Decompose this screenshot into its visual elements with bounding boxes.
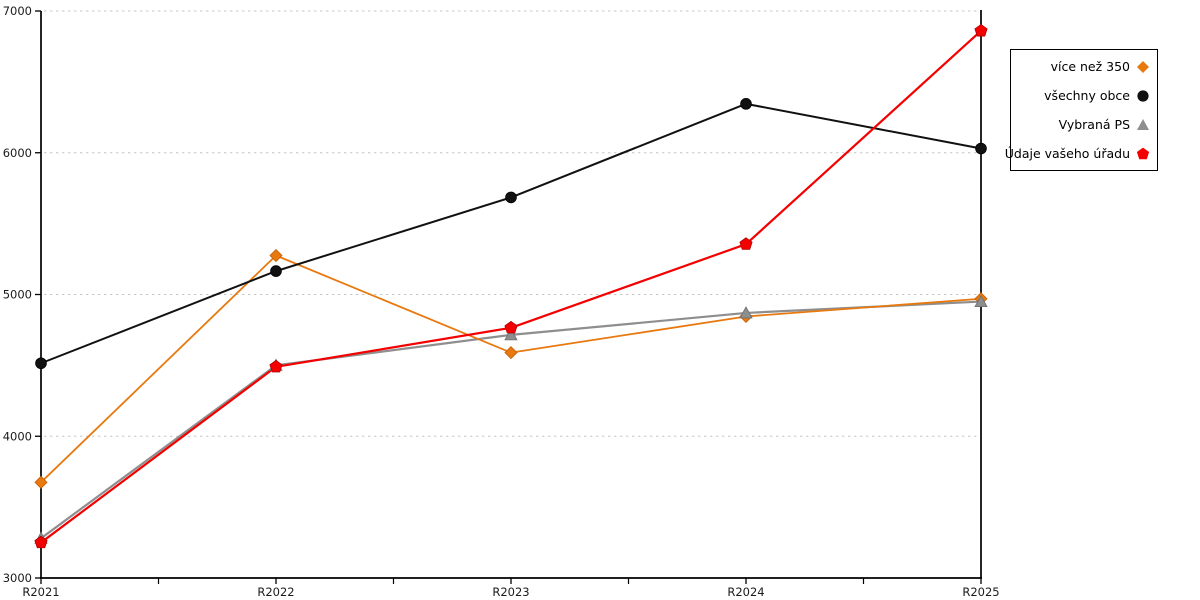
x-tick-label: R2024 (727, 585, 764, 599)
triangle-icon (1137, 118, 1149, 130)
x-tick-label: R2021 (22, 585, 59, 599)
legend-item: Údaje vašeho úřadu (1005, 139, 1157, 168)
x-tick-label: R2023 (492, 585, 529, 599)
legend-item: všechny obce (1011, 81, 1157, 110)
data-point-triangle (504, 328, 518, 341)
legend-label: Vybraná PS (1058, 117, 1130, 132)
data-point-diamond (34, 475, 48, 489)
x-tick-label: R2022 (257, 585, 294, 599)
x-tick-label: R2025 (962, 585, 999, 599)
y-tick-label: 6000 (3, 146, 32, 160)
data-point-triangle (974, 294, 988, 307)
y-tick-label: 4000 (3, 429, 32, 443)
data-point-pentagon (504, 320, 518, 334)
data-point-circle (505, 191, 517, 204)
y-tick-label: 7000 (3, 4, 32, 18)
series-line-0 (40, 254, 982, 483)
circle-icon (1137, 89, 1149, 102)
data-point-circle (975, 142, 987, 155)
diamond-icon (1137, 60, 1149, 73)
data-point-triangle (739, 306, 753, 319)
legend-label: všechny obce (1044, 88, 1130, 103)
pentagon-icon (1136, 147, 1150, 159)
series-line-3 (40, 30, 982, 544)
legend-item: Vybraná PS (1011, 110, 1157, 139)
data-point-circle (740, 98, 752, 110)
data-point-pentagon (34, 535, 48, 549)
legend-label: více než 350 (1050, 59, 1130, 74)
y-tick-label: 5000 (3, 288, 32, 302)
data-point-pentagon (739, 237, 753, 250)
data-point-circle (35, 357, 47, 370)
legend: více než 350 všechny obce Vybraná PS Úda… (1005, 49, 1158, 171)
data-point-pentagon (974, 23, 988, 37)
legend-label: Údaje vašeho úřadu (1004, 146, 1130, 161)
legend-item: více než 350 (1011, 52, 1157, 81)
data-point-circle (270, 265, 282, 277)
data-point-diamond (504, 346, 518, 360)
y-tick-label: 3000 (3, 571, 32, 585)
data-point-pentagon (269, 359, 283, 373)
data-point-diamond (269, 248, 283, 263)
